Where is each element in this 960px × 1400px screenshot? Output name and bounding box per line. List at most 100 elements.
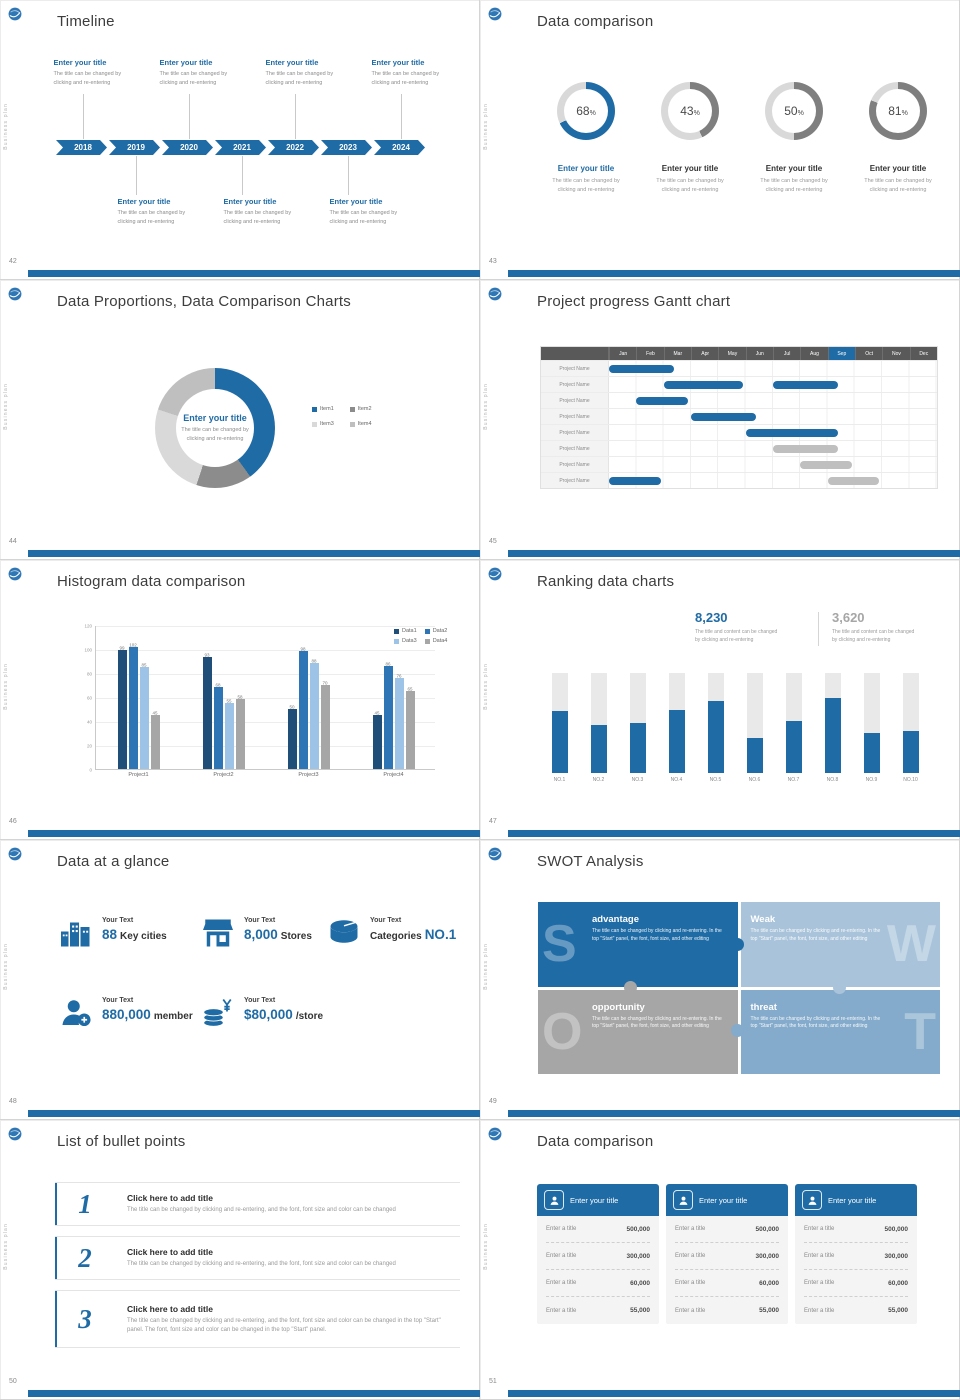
ranking-bar: [590, 725, 607, 773]
histogram-bar: [320, 685, 330, 769]
progress-ring-group: 50% Enter your title The title can be chan…: [744, 82, 844, 194]
timeline-connector: [241, 156, 243, 195]
bullet-accent-line: [55, 1237, 57, 1279]
gantt-month-cell: Jun: [745, 347, 773, 360]
data-card: Enter your title Enter a title 500,000 Ente…: [666, 1184, 788, 1324]
y-tick-label: 40: [86, 719, 92, 725]
timeline-item-text: clicking and re-entering: [223, 218, 281, 225]
progress-ring: 43%: [661, 82, 719, 140]
company-logo-icon: [8, 847, 22, 861]
slide-title: SWOT Analysis: [537, 853, 644, 870]
slide-content: 8,230 The title and content can be change…: [480, 560, 960, 840]
x-category-label: Project2: [213, 772, 234, 778]
gantt-corner-cell: [541, 347, 609, 360]
timeline-item-text: clicking and re-entering: [117, 218, 175, 225]
card-header: Enter your title: [537, 1184, 659, 1216]
swot-content: advantage The title can be changed by cli…: [592, 914, 730, 944]
gantt-bar: [636, 397, 688, 405]
stat-text: by clicking and re-entering: [695, 637, 754, 644]
timeline-item-title: Enter your title: [265, 58, 319, 67]
timeline-item-text: clicking and re-entering: [265, 79, 323, 86]
bar-value-label: 68: [215, 682, 221, 688]
gantt-month-cell: Sep: [827, 347, 855, 360]
slide-content: Enter your title Enter a title 500,000 Ente…: [480, 1120, 960, 1400]
x-category-label: NO.10: [903, 777, 918, 783]
histogram-bar: [224, 703, 234, 769]
bar-value-label: 76: [396, 673, 402, 679]
bottom-accent-bar: [28, 270, 480, 277]
timeline-item: Enter your title The title can be changed…: [160, 58, 256, 88]
stat-value-line: 8,000 Stores: [244, 927, 312, 942]
stat-unit: Categories: [370, 931, 422, 942]
x-category-label: NO.2: [592, 777, 605, 783]
row-value: 55,000: [759, 1307, 779, 1314]
progress-ring-value: 81%: [888, 104, 908, 118]
ring-item-text: clicking and re-entering: [869, 186, 927, 193]
stat-value: 3,620: [832, 610, 865, 625]
percent-sign: %: [589, 110, 596, 117]
row-value: 300,000: [884, 1252, 909, 1260]
gantt-row-area: [609, 361, 937, 376]
bar-value-label: 45: [374, 710, 380, 716]
slide-title: Ranking data charts: [537, 573, 675, 590]
progress-ring: 81%: [869, 82, 927, 140]
company-logo-icon: [488, 287, 502, 301]
puzzle-tab: [833, 981, 846, 994]
stat-label: Your Text: [244, 997, 276, 1004]
timeline-item-text: The title can be changed by: [329, 210, 398, 216]
store-icon: [200, 915, 236, 951]
card-row: Enter a title 500,000: [804, 1216, 908, 1243]
gantt-bar: [773, 381, 839, 389]
row-label: Enter a title: [546, 1280, 577, 1286]
card-row: Enter a title 55,000: [675, 1297, 779, 1324]
row-value: 60,000: [888, 1279, 908, 1287]
progress-ring-value: 68%: [576, 104, 596, 118]
legend-item: Item3: [312, 421, 334, 427]
row-label: Enter a title: [804, 1307, 835, 1314]
stat-value-line: 88 Key cities: [102, 927, 167, 942]
gridline: [96, 746, 435, 747]
gantt-month-cell: Feb: [636, 347, 664, 360]
slide-title: List of bullet points: [57, 1133, 186, 1150]
slide-title: Data Proportions, Data Comparison Charts: [57, 293, 351, 310]
row-label: Enter a title: [675, 1253, 706, 1259]
company-logo-icon: [488, 847, 502, 861]
bar-value-label: 55: [226, 698, 232, 704]
histogram-bar: [202, 657, 212, 769]
ranking-bar: [863, 733, 880, 773]
histogram-plot: 0 20 40 60 80 100 120 Project1 99 102 85 45 Project2…: [84, 624, 435, 778]
ring-item-text: The title can be changed by: [864, 178, 932, 184]
swot-text: The title can be changed by clicking and…: [750, 928, 881, 942]
percent-sign: %: [797, 110, 804, 117]
card-row: Enter a title 300,000: [804, 1243, 908, 1270]
company-logo-icon: [488, 567, 502, 581]
row-value: 55,000: [888, 1307, 908, 1314]
timeline-connector: [294, 94, 296, 139]
gantt-month-cell: Jan: [609, 347, 637, 360]
progress-ring-value: 50%: [784, 104, 804, 118]
slide-title: Data at a glance: [57, 853, 170, 870]
bullet-item: 2 Click here to add title The title can be…: [55, 1236, 460, 1280]
donut-center-text: The title can be changed by: [181, 426, 249, 433]
gantt-row-label: Project Name: [541, 361, 609, 376]
gridline: [96, 626, 435, 627]
page-number: 43: [489, 258, 497, 265]
gantt-month-cell: Jul: [772, 347, 801, 360]
bullet-item: 3 Click here to add title The title can be…: [55, 1290, 460, 1348]
progress-ring-group: 43% Enter your title The title can be chan…: [640, 82, 740, 194]
gantt-month-cell: Nov: [882, 347, 910, 360]
gantt-row-area: [609, 425, 937, 440]
gantt-row-label: Project Name: [541, 377, 609, 392]
stat-value: 8,000: [244, 927, 278, 942]
stat-label: Your Text: [102, 917, 134, 924]
row-label: Enter a title: [675, 1280, 706, 1286]
bar-value-label: 65: [407, 686, 413, 692]
stat-text: by clicking and re-entering: [832, 637, 891, 644]
gantt-month-cell: Oct: [854, 347, 883, 360]
company-logo-icon: [488, 1127, 502, 1141]
card-row: Enter a title 500,000: [675, 1216, 779, 1243]
gantt-bar: [745, 429, 839, 437]
